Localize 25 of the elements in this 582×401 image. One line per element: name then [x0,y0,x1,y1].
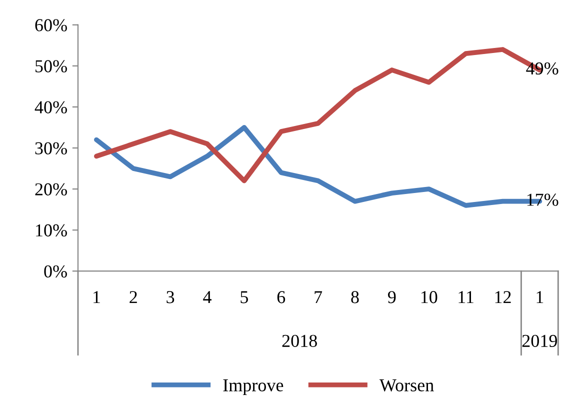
x-tick-label: 6 [277,291,286,304]
x-tick-label: 4 [203,291,212,304]
legend-label: Worsen [379,379,434,392]
x-tick-label: 11 [458,291,474,304]
text: 2018 [282,334,317,347]
data-label: 17% [527,194,558,206]
x-tick-label: 8 [351,291,359,304]
x-tick-label: 7 [314,291,322,304]
x-tick-label: 12 [495,291,511,304]
x-tick-label: 2 [130,291,137,304]
y-tick-label: 40% [34,101,67,114]
text: 2019 [522,334,557,347]
x-tick-label: 1 [94,291,100,304]
x-tick-label: 3 [166,291,174,304]
y-tick-label: 50% [36,60,67,72]
x-tick-label: 1 [536,291,544,304]
y-tick-label: 0% [44,265,67,278]
legend-label: Improve [223,379,284,396]
x-tick-label: 5 [240,291,248,304]
y-tick-label: 30% [35,142,67,154]
x-tick-label: 9 [388,291,396,304]
y-tick-label: 10% [36,224,67,237]
y-tick-label: 20% [35,183,67,196]
y-tick-label: 60% [35,19,67,32]
x-tick-label: 10 [421,291,438,304]
